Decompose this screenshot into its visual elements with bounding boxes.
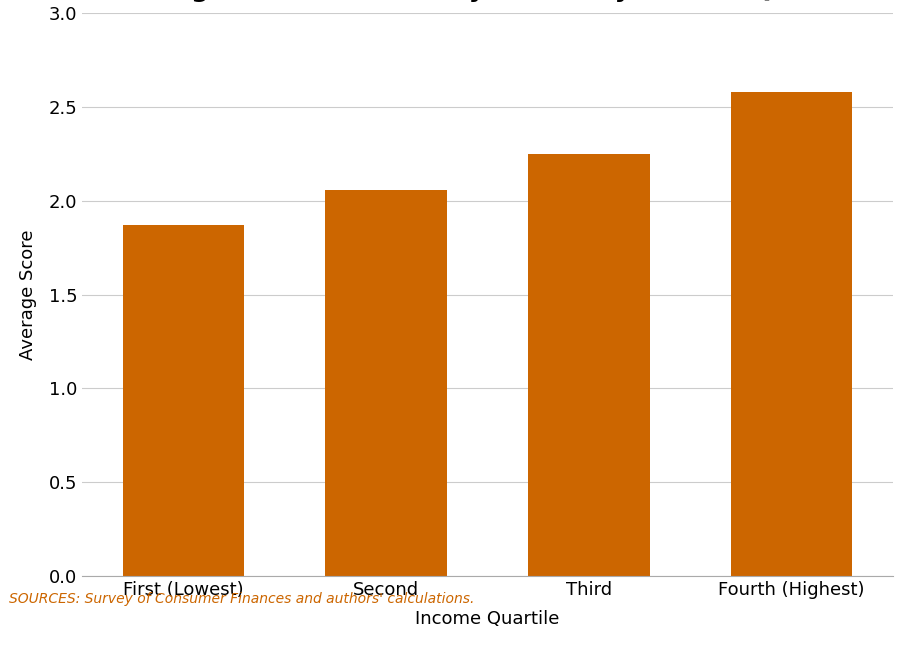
Text: SOURCES: Survey of Consumer Finances and authors' calculations.: SOURCES: Survey of Consumer Finances and…	[9, 592, 475, 606]
Bar	[122, 225, 244, 576]
Bar	[731, 92, 853, 576]
Y-axis label: Average Score: Average Score	[19, 229, 37, 360]
X-axis label: Income Quartile: Income Quartile	[415, 610, 559, 628]
Title: Average Financial Literacy Scores by Income Quartile: Average Financial Literacy Scores by Inc…	[109, 0, 865, 1]
Text: Federal Reserve Bank  of  St. Louis: Federal Reserve Bank of St. Louis	[11, 630, 304, 647]
Bar	[528, 154, 650, 576]
Bar	[325, 189, 446, 576]
